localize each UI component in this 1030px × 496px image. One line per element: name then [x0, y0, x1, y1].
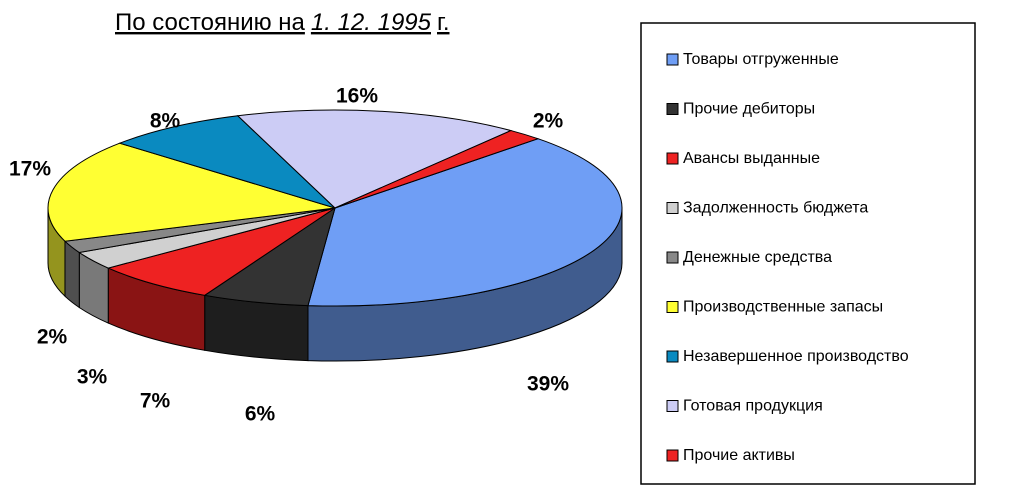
data-label: 2% — [37, 326, 68, 349]
legend-box — [640, 22, 976, 485]
data-label: 8% — [150, 110, 181, 133]
legend-swatch — [666, 251, 679, 264]
legend-label: Товары отгруженные — [683, 51, 839, 68]
legend-swatch — [666, 53, 679, 66]
legend-swatch — [666, 103, 679, 115]
chart-title: По состоянию на 1. 12. 1995 г. — [115, 9, 450, 36]
legend-label: Производственные запасы — [683, 299, 883, 316]
slice — [307, 138, 623, 307]
legend-swatch — [666, 449, 679, 462]
slice — [106, 207, 336, 296]
data-label: 17% — [9, 158, 51, 181]
legend-label: Готовая продукция — [683, 398, 823, 415]
legend-swatch — [666, 202, 679, 214]
title-part: г. — [437, 9, 450, 36]
legend-label: Прочие активы — [683, 447, 795, 464]
data-label: 39% — [527, 373, 569, 396]
data-label: 2% — [533, 110, 564, 133]
slice — [236, 109, 513, 209]
legend-swatch — [666, 350, 679, 363]
data-label: 7% — [140, 390, 171, 413]
slice — [47, 142, 336, 242]
legend-label: Незавершенное производство — [683, 348, 909, 365]
title-part: По состоянию на — [115, 9, 306, 36]
slice — [118, 115, 336, 209]
legend-swatch — [666, 301, 679, 313]
legend-label: Денежные средства — [683, 249, 832, 266]
legend: Товары отгруженные Прочие дебиторы Авансы … — [666, 51, 909, 464]
legend-label: Авансы выданные — [683, 150, 820, 167]
title-part: 1. 12. 1995 — [311, 9, 432, 36]
legend-label: Задолженность бюджета — [683, 200, 868, 217]
slice — [334, 130, 540, 209]
legend-swatch — [666, 400, 679, 412]
data-label: 6% — [245, 403, 276, 426]
legend-swatch — [666, 152, 679, 165]
data-label: 3% — [77, 366, 108, 389]
data-label: 16% — [336, 85, 378, 108]
pie: 39% 6% 7% 3% 2% 17% 8% 16% 2% — [9, 85, 623, 426]
legend-label: Прочие дебиторы — [683, 101, 815, 118]
